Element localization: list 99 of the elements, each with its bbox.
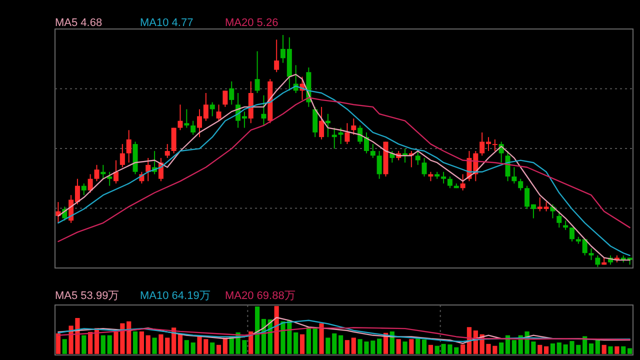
candlestick <box>81 182 86 196</box>
candlestick <box>512 166 517 184</box>
candlestick <box>178 104 183 131</box>
candlestick <box>254 50 260 94</box>
bar <box>396 339 401 354</box>
bar <box>538 344 542 354</box>
candlestick <box>415 150 420 166</box>
candlestick <box>319 106 324 140</box>
bar <box>319 323 324 354</box>
bar <box>126 321 132 354</box>
bar <box>210 342 215 354</box>
candlestick <box>518 178 524 191</box>
bar <box>190 342 196 354</box>
candlestick <box>114 160 119 184</box>
bar <box>178 334 183 354</box>
bar <box>300 334 305 354</box>
bar <box>499 342 504 354</box>
bar <box>556 342 562 354</box>
candlestick <box>216 104 222 122</box>
bar <box>608 346 613 354</box>
candlestick <box>184 108 190 128</box>
candlestick <box>550 204 556 219</box>
candlestick <box>441 171 446 184</box>
bar <box>344 340 350 354</box>
candlestick <box>222 90 228 108</box>
bar <box>274 306 279 354</box>
bar <box>409 339 414 354</box>
bar <box>312 327 318 354</box>
candlestick <box>569 227 574 242</box>
candlestick <box>261 94 266 126</box>
bar <box>146 335 150 354</box>
bar <box>294 332 298 354</box>
bar <box>377 338 382 354</box>
bar <box>222 338 228 354</box>
candlestick <box>492 138 498 152</box>
candlestick <box>563 220 568 230</box>
bar <box>107 335 112 354</box>
candlestick <box>210 102 215 117</box>
bar <box>544 346 549 354</box>
bar <box>139 331 144 354</box>
bar <box>100 335 106 354</box>
bar <box>614 346 620 354</box>
candlestick <box>595 254 600 268</box>
candlestick <box>107 171 112 186</box>
candlestick <box>120 144 125 168</box>
candlestick <box>428 171 434 182</box>
bar <box>460 344 466 354</box>
candlestick <box>312 106 318 138</box>
candlestick <box>164 144 170 158</box>
bar <box>82 335 86 354</box>
bar <box>326 338 330 354</box>
bar <box>332 333 337 354</box>
candlestick <box>588 248 594 261</box>
bar <box>152 338 157 354</box>
text: MA10 64.19万 <box>140 290 210 302</box>
candlestick <box>376 150 382 180</box>
text: MA20 5.26 <box>225 17 278 29</box>
bar <box>582 336 588 354</box>
bar <box>56 333 61 354</box>
bar <box>602 344 606 354</box>
bar <box>216 344 222 354</box>
bar <box>338 335 344 354</box>
candlestick <box>171 127 176 154</box>
text: MA5 4.68 <box>55 17 102 29</box>
candlestick <box>274 39 280 73</box>
bar <box>422 340 427 354</box>
candlestick <box>146 157 151 182</box>
candlestick <box>88 174 93 194</box>
bar <box>621 346 626 354</box>
text: MA20 69.88万 <box>225 290 296 302</box>
candlestick <box>344 122 350 145</box>
candlestick <box>422 157 427 178</box>
text: MA10 4.77 <box>140 17 194 29</box>
candlestick <box>370 144 376 158</box>
candlestick <box>351 118 356 136</box>
bar <box>512 340 516 354</box>
bar <box>255 306 260 354</box>
bar <box>88 332 93 354</box>
bar <box>428 344 433 354</box>
bar <box>550 343 556 354</box>
bar <box>351 338 356 354</box>
bar <box>627 348 632 354</box>
bar <box>132 331 138 354</box>
candlestick <box>190 120 196 136</box>
bar <box>62 339 67 354</box>
bar <box>402 342 408 354</box>
bar <box>184 340 189 354</box>
text: MA5 53.99万 <box>55 290 120 302</box>
candlestick <box>556 210 562 228</box>
candlestick <box>460 174 466 191</box>
candlestick <box>338 127 344 145</box>
bar <box>306 327 311 354</box>
bar <box>416 338 420 354</box>
candlestick <box>447 176 452 189</box>
bar <box>588 343 594 354</box>
candlestick <box>126 130 132 164</box>
candlestick <box>229 80 234 106</box>
bar <box>595 340 600 354</box>
candlestick <box>94 164 100 182</box>
